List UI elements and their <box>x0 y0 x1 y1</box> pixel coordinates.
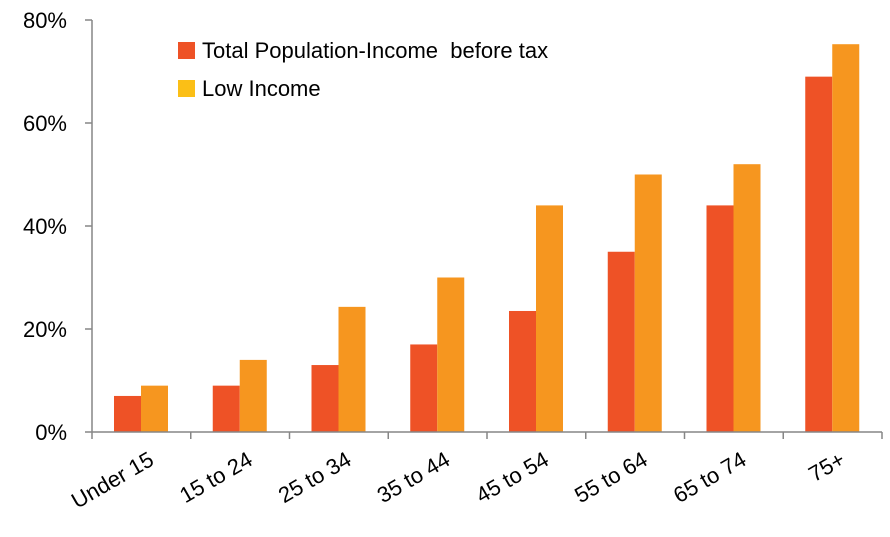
bar-total-population-5 <box>607 251 635 432</box>
y-tick-label: 20% <box>23 317 67 342</box>
bar-total-population-4 <box>509 310 536 432</box>
bar-low-income-1 <box>239 359 267 432</box>
bar-total-population-3 <box>410 344 438 432</box>
bar-low-income-4 <box>536 205 563 432</box>
legend-label-total-population: Total Population-Income before tax <box>202 38 548 63</box>
legend: Total Population-Income before tax Low In… <box>178 38 548 101</box>
bar-total-population-1 <box>212 385 240 432</box>
x-tick-label: 55 to 64 <box>570 447 651 508</box>
bar-total-population-6 <box>706 205 734 432</box>
bar-total-population-7 <box>805 76 833 433</box>
y-tick-label: 40% <box>23 214 67 239</box>
bar-low-income-2 <box>338 306 366 432</box>
y-tick-label: 80% <box>23 8 67 33</box>
bars-layer <box>114 44 860 433</box>
legend-label-low-income: Low Income <box>202 76 321 101</box>
bar-low-income-0 <box>141 385 168 432</box>
x-tick-label: 35 to 44 <box>373 447 454 508</box>
legend-swatch-total-population <box>178 42 195 59</box>
y-tick-label: 0% <box>35 420 67 445</box>
legend-swatch-low-income <box>178 80 195 97</box>
bar-low-income-3 <box>437 277 465 432</box>
bar-total-population-0 <box>114 395 141 432</box>
x-tick-label: 15 to 24 <box>175 447 256 508</box>
x-tick-label: 45 to 54 <box>472 447 553 508</box>
bar-low-income-6 <box>733 164 761 432</box>
bar-low-income-5 <box>634 174 662 432</box>
x-tick-label: 65 to 74 <box>669 447 750 508</box>
bar-total-population-2 <box>311 365 339 432</box>
y-tick-label: 60% <box>23 111 67 136</box>
x-tick-label: 75+ <box>804 447 849 487</box>
x-tick-label: Under 15 <box>67 447 158 514</box>
bar-low-income-7 <box>832 44 860 432</box>
x-tick-label: 25 to 34 <box>274 447 355 508</box>
